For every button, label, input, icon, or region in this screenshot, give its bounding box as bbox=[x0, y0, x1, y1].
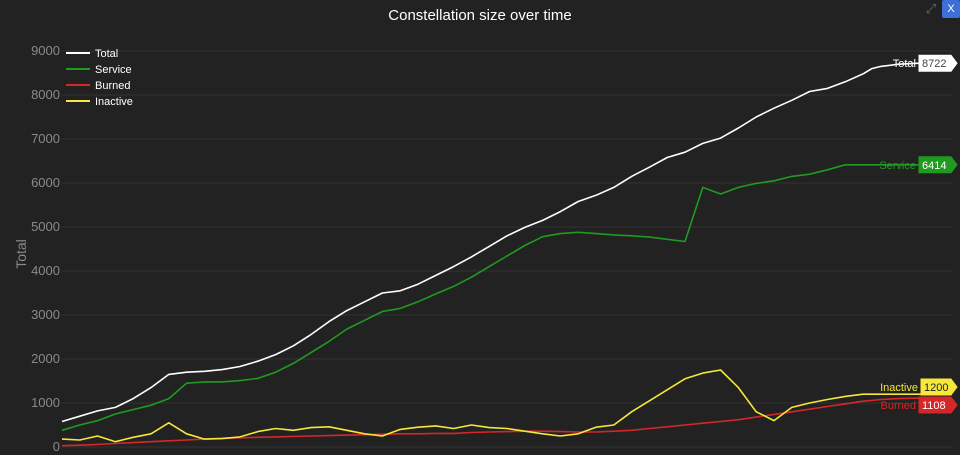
series-line-inactive bbox=[61, 369, 952, 443]
end-label-box-burned bbox=[918, 396, 958, 414]
end-label-value-total: 8722 bbox=[922, 58, 946, 70]
y-tick-label: 4000 bbox=[31, 263, 60, 278]
end-label-box-inactive bbox=[920, 378, 958, 396]
legend-item-service[interactable]: Service bbox=[95, 64, 132, 76]
y-tick-label: 1000 bbox=[31, 395, 60, 410]
y-tick-label: 5000 bbox=[31, 219, 60, 234]
legend-item-total[interactable]: Total bbox=[95, 48, 118, 60]
legend-item-burned[interactable]: Burned bbox=[95, 80, 130, 92]
end-label-value-burned: 1108 bbox=[922, 400, 946, 412]
modebar: ⤢ X bbox=[923, 0, 960, 18]
legend: Total Service Burned Inactive bbox=[66, 48, 133, 108]
y-axis: 0 1000 2000 3000 4000 5000 6000 7000 8000 9000 bbox=[31, 43, 60, 454]
y-axis-title: Total bbox=[13, 239, 29, 269]
series-lines bbox=[61, 62, 952, 447]
end-label-value-inactive: 1200 bbox=[924, 382, 948, 394]
end-label-box-service bbox=[918, 156, 958, 174]
close-button[interactable]: X bbox=[942, 0, 960, 18]
autoscale-icon[interactable]: ⤢ bbox=[925, 1, 937, 16]
end-label-box-total bbox=[918, 54, 958, 72]
y-tick-label: 0 bbox=[53, 439, 60, 454]
end-label-name-total: Total bbox=[893, 58, 916, 70]
end-label-name-burned: Burned bbox=[881, 400, 916, 412]
end-label-name-inactive: Inactive bbox=[880, 382, 918, 394]
y-tick-label: 7000 bbox=[31, 131, 60, 146]
y-tick-label: 3000 bbox=[31, 307, 60, 322]
series-line-total bbox=[61, 62, 952, 423]
y-tick-label: 8000 bbox=[31, 87, 60, 102]
series-line-service bbox=[61, 164, 952, 432]
end-labels: 8722 Total 6414 Service 1200 Inactive 1108 Burn… bbox=[879, 54, 958, 414]
grid bbox=[62, 50, 952, 448]
end-label-name-service: Service bbox=[879, 160, 916, 172]
series-line-burned bbox=[61, 397, 952, 447]
end-label-value-service: 6414 bbox=[922, 160, 946, 172]
y-tick-label: 2000 bbox=[31, 351, 60, 366]
legend-item-inactive[interactable]: Inactive bbox=[95, 96, 133, 108]
chart-title: Constellation size over time bbox=[388, 7, 571, 24]
y-tick-label: 9000 bbox=[31, 43, 60, 58]
y-tick-label: 6000 bbox=[31, 175, 60, 190]
